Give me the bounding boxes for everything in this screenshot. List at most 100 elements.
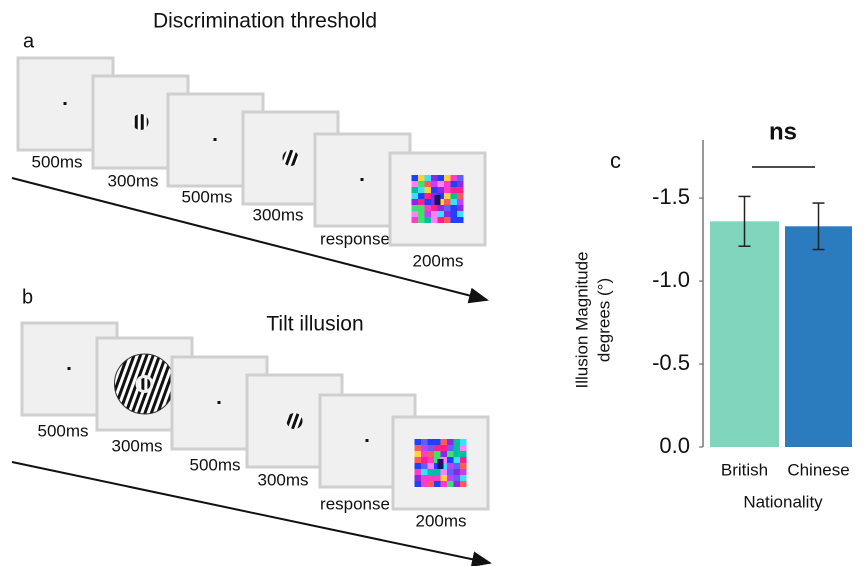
noise-cell (440, 481, 447, 487)
fixation-dot (360, 178, 364, 181)
panel-title: Tilt illusion (266, 313, 363, 336)
noise-cell (427, 445, 434, 451)
noise-cell (447, 475, 454, 481)
noise-cell (450, 187, 457, 193)
noise-cell (424, 175, 431, 181)
noise-cell (421, 445, 428, 451)
noise-cell (460, 475, 467, 481)
noise-cell (457, 211, 464, 217)
noise-cell (457, 187, 464, 193)
noise-cell (431, 187, 438, 193)
grating (282, 150, 299, 166)
noise-cell (421, 475, 428, 481)
noise-cell (424, 217, 431, 223)
panel-title: Discrimination threshold (153, 10, 377, 33)
duration-label: 300ms (111, 436, 162, 455)
noise-cell (457, 181, 464, 187)
noise-cell (421, 439, 428, 445)
grating (286, 413, 303, 429)
noise-cell (440, 451, 447, 457)
noise-cell (447, 451, 454, 457)
noise-cell (424, 211, 431, 217)
noise-cell (427, 457, 434, 463)
noise-cell (414, 481, 421, 487)
noise-cell (453, 475, 460, 481)
noise-cell (450, 193, 457, 199)
noise-cell (437, 205, 444, 211)
noise-cell (460, 451, 467, 457)
noise-center (437, 459, 444, 469)
noise-cell (427, 469, 434, 475)
noise-cell (460, 469, 467, 475)
noise-cell (460, 439, 467, 445)
error-bar (738, 195, 751, 247)
stimulus-frame (391, 415, 490, 511)
noise-cell (453, 451, 460, 457)
noise-cell (444, 193, 451, 199)
panel-label: b (22, 286, 33, 308)
time-arrow (11, 461, 492, 566)
fixation-dot (63, 102, 67, 105)
noise-cell (453, 439, 460, 445)
noise-cell (444, 187, 451, 193)
noise-cell (421, 481, 428, 487)
noise-cell (427, 475, 434, 481)
duration-label: 500ms (37, 421, 88, 440)
noise-cell (457, 193, 464, 199)
noise-cell (434, 457, 441, 463)
noise-cell (447, 463, 454, 469)
noise-cell (460, 463, 467, 469)
noise-cell (434, 439, 441, 445)
noise-cell (447, 457, 454, 463)
noise-cell (418, 187, 425, 193)
noise-cell (414, 445, 421, 451)
noise-cell (453, 457, 460, 463)
noise-cell (434, 463, 441, 469)
duration-label: 200ms (412, 251, 463, 270)
time-arrow (11, 177, 489, 304)
x-tick-label: British (721, 460, 768, 479)
duration-label: 500ms (31, 152, 82, 171)
bar (785, 226, 852, 447)
noise-cell (450, 199, 457, 205)
noise-cell (414, 451, 421, 457)
noise-cell (418, 193, 425, 199)
noise-cell (411, 175, 418, 181)
noise-cell (460, 457, 467, 463)
noise-cell (457, 217, 464, 223)
noise-cell (444, 205, 451, 211)
y-tick-label: -1.5 (652, 184, 690, 209)
stimulus-frame (388, 151, 487, 247)
noise-cell (437, 175, 444, 181)
noise-cell (434, 469, 441, 475)
noise-cell (450, 211, 457, 217)
noise-cell (460, 481, 467, 487)
noise-cell (418, 181, 425, 187)
noise-cell (440, 463, 447, 469)
noise-cell (411, 193, 418, 199)
noise-center (434, 195, 441, 205)
duration-label: 200ms (415, 511, 466, 530)
noise-cell (424, 205, 431, 211)
noise-cell (444, 199, 451, 205)
noise-cell (440, 457, 447, 463)
noise-cell (434, 481, 441, 487)
noise-cell (447, 445, 454, 451)
noise-cell (434, 451, 441, 457)
noise-cell (437, 199, 444, 205)
noise-cell (431, 205, 438, 211)
noise-cell (424, 181, 431, 187)
noise-cell (431, 211, 438, 217)
noise-cell (421, 463, 428, 469)
noise-cell (431, 181, 438, 187)
noise-cell (414, 457, 421, 463)
noise-cell (440, 469, 447, 475)
noise-cell (431, 199, 438, 205)
noise-cell (460, 445, 467, 451)
noise-cell (418, 175, 425, 181)
error-bar (812, 202, 825, 251)
noise-cell (437, 193, 444, 199)
noise-cell (411, 181, 418, 187)
noise-cell (447, 439, 454, 445)
